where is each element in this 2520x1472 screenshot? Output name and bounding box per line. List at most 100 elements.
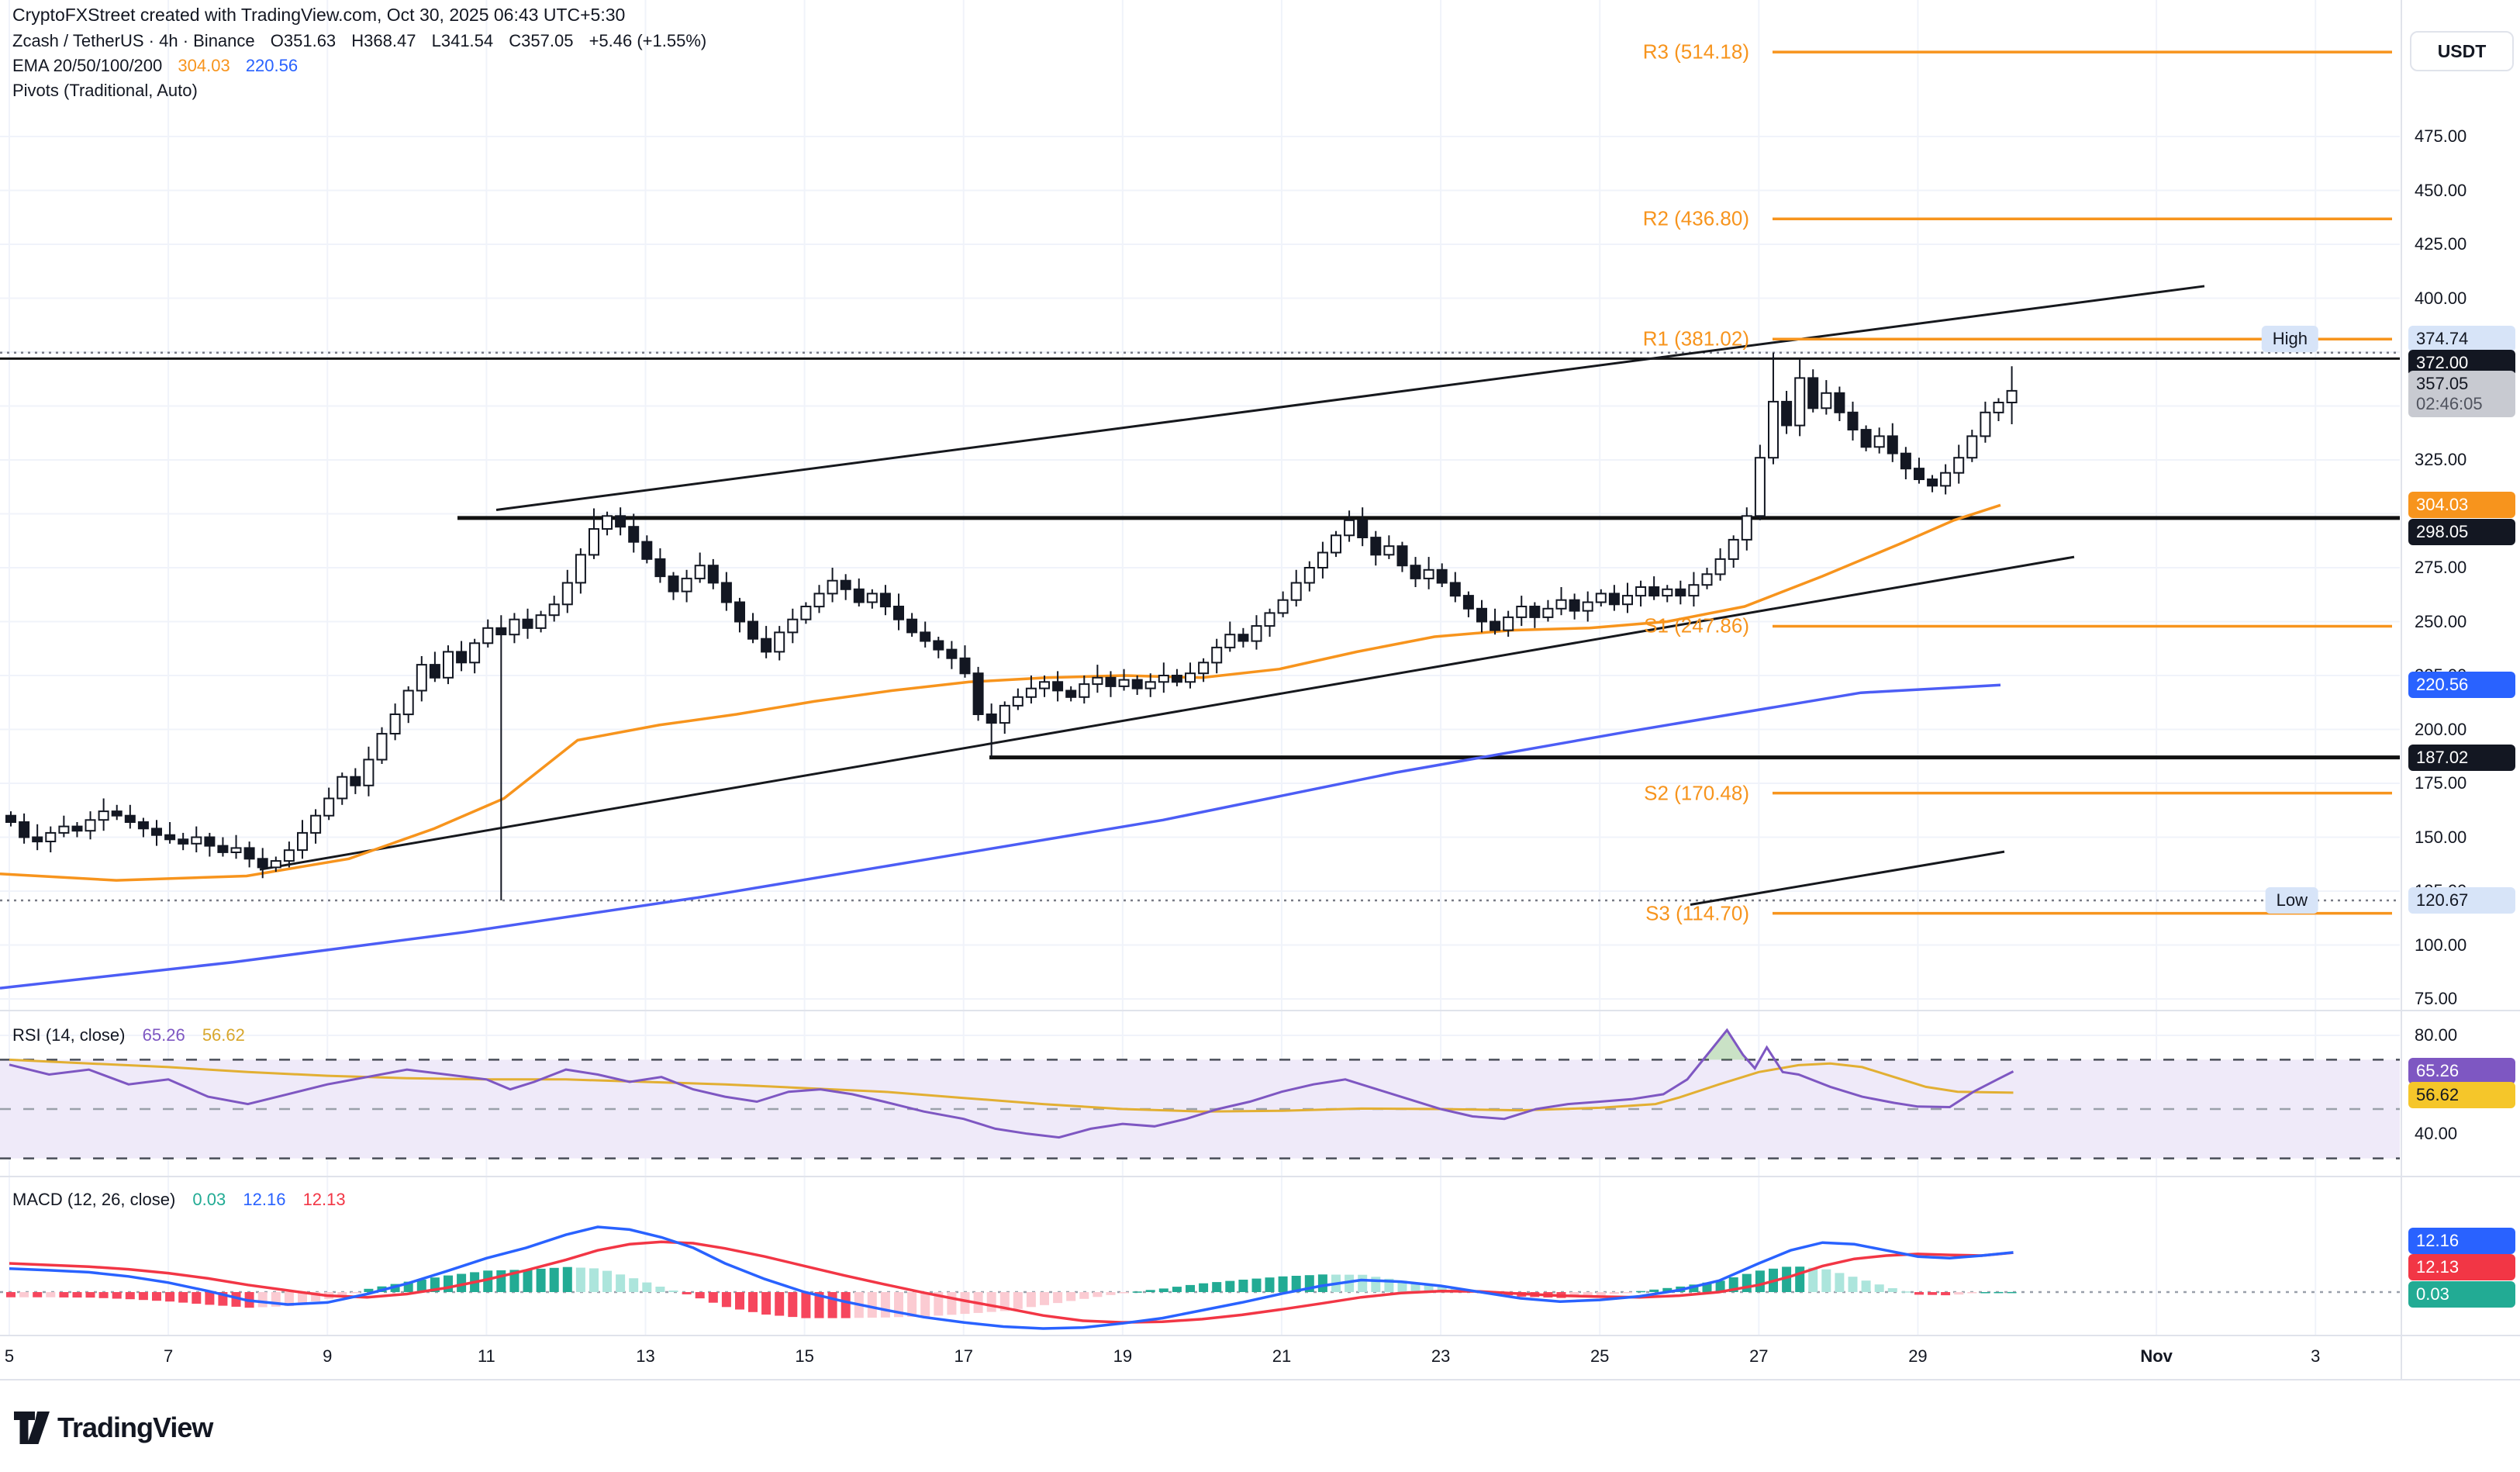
currency-button[interactable]: USDT (2410, 31, 2514, 71)
candle-down (654, 558, 666, 578)
time-tick-label[interactable]: 17 (954, 1346, 973, 1366)
ema-fast-line[interactable] (0, 503, 2001, 882)
price-tick-label[interactable]: 200.00 (2415, 719, 2467, 739)
candle-up (1383, 545, 1395, 556)
rsi-tick-label[interactable]: 40.00 (2415, 1124, 2458, 1143)
rsi-label[interactable]: RSI (14, close) (12, 1025, 126, 1045)
trendline-0[interactable] (495, 285, 2205, 511)
macd-histogram-bar (1424, 1284, 1434, 1292)
candle-up (443, 651, 454, 679)
ema-label[interactable]: EMA 20/50/100/200 (12, 56, 163, 75)
macd-histogram-bar (1238, 1280, 1248, 1292)
price-tick-label[interactable]: 425.00 (2415, 234, 2467, 254)
price-tick-label[interactable]: 175.00 (2415, 773, 2467, 793)
candle-up (1423, 568, 1434, 579)
high-price-badge-text: 374.74 (2416, 329, 2469, 348)
macd-histogram-bar (735, 1292, 744, 1310)
ema-slow-line[interactable] (0, 683, 2001, 990)
trendline-2[interactable] (1690, 850, 2005, 906)
rsi-value-badge: 65.26 (2408, 1058, 2515, 1084)
macd-histogram-bar (1861, 1280, 1871, 1292)
candlestick-series[interactable] (5, 352, 2018, 900)
trendline-1[interactable] (259, 555, 2075, 871)
rsi-tick-label[interactable]: 80.00 (2415, 1025, 2458, 1045)
macd-histogram-bar (125, 1292, 135, 1300)
macd-histogram-bar (178, 1292, 188, 1303)
time-tick-label[interactable]: 23 (1431, 1346, 1451, 1366)
time-tick-label[interactable]: 29 (1908, 1346, 1928, 1366)
symbol-title[interactable]: Zcash / TetherUS · 4h · Binance (12, 31, 255, 50)
rsi-line[interactable] (9, 1028, 2014, 1139)
candle-down (1900, 452, 1911, 470)
macd-histogram-bar (602, 1270, 612, 1292)
price-tick-label[interactable]: 275.00 (2415, 558, 2467, 577)
candle-down (906, 618, 918, 634)
candle-down (946, 648, 958, 659)
candle-down (1834, 392, 1845, 413)
time-tick-label[interactable]: Nov (2140, 1346, 2173, 1366)
pivots-label[interactable]: Pivots (Traditional, Auto) (12, 81, 198, 100)
time-tick-label[interactable]: 11 (477, 1346, 495, 1366)
candle-down (1648, 586, 1660, 597)
price-tick-label[interactable]: 450.00 (2415, 180, 2467, 200)
macd-histogram-bar (1900, 1291, 1911, 1293)
candle-down (124, 814, 136, 823)
time-tick-label[interactable]: 15 (795, 1346, 814, 1366)
candle-up (1714, 558, 1726, 575)
candle-down (1410, 565, 1421, 579)
time-tick-label[interactable]: 7 (163, 1346, 174, 1366)
candle-down (1608, 593, 1620, 606)
time-tick-label[interactable]: 13 (636, 1346, 655, 1366)
pivots-legend-row[interactable]: Pivots (Traditional, Auto) (12, 81, 198, 101)
macd-histogram-bar (589, 1268, 599, 1292)
time-tick-label[interactable]: 3 (2311, 1346, 2321, 1366)
time-tick-label[interactable]: 27 (1749, 1346, 1769, 1366)
price-tick-label[interactable]: 75.00 (2415, 989, 2458, 1008)
macd-signal-line[interactable] (9, 1240, 2014, 1324)
candle-up (310, 814, 322, 834)
time-tick-label[interactable]: 9 (323, 1346, 333, 1366)
support-line-badge-2: 187.02 (2408, 745, 2515, 771)
candle-down (1370, 537, 1382, 556)
price-tick-label[interactable]: 400.00 (2415, 288, 2467, 308)
ema-legend-row[interactable]: EMA 20/50/100/200 304.03 220.56 (12, 56, 298, 76)
price-tick-label[interactable]: 475.00 (2415, 126, 2467, 146)
time-tick-label[interactable]: 25 (1590, 1346, 1610, 1366)
macd-line[interactable] (9, 1225, 2014, 1330)
price-tick-label[interactable]: 325.00 (2415, 450, 2467, 469)
macd-label[interactable]: MACD (12, 26, close) (12, 1190, 176, 1209)
candle-down (5, 814, 16, 823)
rsi-ma-line[interactable] (9, 1058, 2014, 1113)
price-tick-label[interactable]: 100.00 (2415, 935, 2467, 955)
rsi-legend-row[interactable]: RSI (14, close) 65.26 56.62 (12, 1025, 245, 1045)
candle-up (1290, 582, 1302, 601)
candle-up (1966, 435, 1978, 459)
price-tick-label[interactable]: 150.00 (2415, 827, 2467, 847)
candle-up (1211, 646, 1223, 664)
time-tick-label[interactable]: 19 (1113, 1346, 1133, 1366)
macd-histogram-bar (1795, 1266, 1805, 1292)
macd-histogram-bar (1689, 1284, 1699, 1292)
price-tick-label[interactable]: 250.00 (2415, 611, 2467, 631)
macd-histogram-bar (85, 1292, 95, 1298)
time-tick-label[interactable]: 21 (1272, 1346, 1292, 1366)
candle-up (58, 825, 70, 834)
candle-down (204, 836, 216, 847)
macd-histogram-bar (1026, 1292, 1036, 1308)
macd-histogram-bar (1053, 1292, 1063, 1304)
tradingview-logo[interactable]: TradingView (14, 1412, 213, 1444)
candle-down (456, 651, 468, 664)
symbol-legend-row[interactable]: Zcash / TetherUS · 4h · Binance O351.63 … (12, 31, 717, 51)
macd-histogram-bar (1358, 1274, 1368, 1292)
candle-down (893, 606, 904, 620)
rsi-overbought-fill (1699, 1030, 1753, 1060)
candle-down (19, 821, 30, 838)
candle-up (1092, 676, 1103, 686)
macd-histogram-bar (1397, 1280, 1407, 1292)
macd-histogram-bar (1186, 1284, 1195, 1292)
macd-legend-row[interactable]: MACD (12, 26, close) 0.03 12.16 12.13 (12, 1190, 346, 1210)
time-tick-label[interactable]: 5 (4, 1346, 15, 1366)
candle-up (337, 776, 348, 800)
candle-down (1449, 582, 1461, 597)
